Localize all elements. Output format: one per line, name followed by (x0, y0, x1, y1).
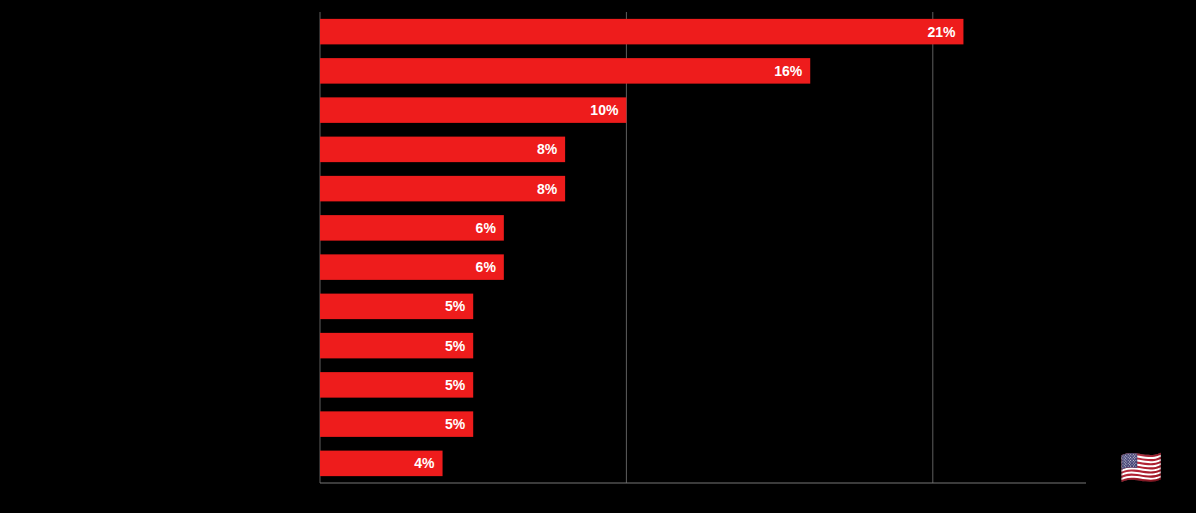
bar (320, 215, 504, 241)
bar (320, 97, 626, 123)
bar (320, 294, 473, 320)
bar (320, 58, 810, 84)
background (0, 0, 1196, 513)
bar (320, 176, 565, 202)
data-label: 6% (476, 259, 497, 275)
data-label: 8% (537, 181, 558, 197)
bar (320, 19, 963, 45)
data-label: 10% (590, 102, 619, 118)
chart-svg: 21% 16% 10% 8% 8% 6% 6% 5% 5% 5% 5% 4% 🇺🇸 (0, 0, 1196, 513)
data-label: 5% (445, 416, 466, 432)
data-label: 16% (774, 63, 803, 79)
bar (320, 254, 504, 280)
x-axis-line (320, 483, 1086, 484)
data-label: 21% (927, 24, 956, 40)
grid (320, 12, 933, 483)
data-label: 5% (445, 377, 466, 393)
data-label: 4% (414, 455, 435, 471)
bar (320, 411, 473, 437)
chart-container: 21% 16% 10% 8% 8% 6% 6% 5% 5% 5% 5% 4% 🇺🇸 (0, 0, 1196, 513)
annotation: 🇺🇸 (1120, 447, 1162, 487)
data-labels: 21% 16% 10% 8% 8% 6% 6% 5% 5% 5% 5% 4% (414, 24, 956, 472)
data-label: 5% (445, 298, 466, 314)
grid-line (932, 12, 933, 483)
data-label: 8% (537, 141, 558, 157)
bar (320, 451, 443, 477)
bar (320, 137, 565, 163)
data-label: 6% (476, 220, 497, 236)
bar (320, 333, 473, 359)
bar (320, 372, 473, 398)
bars (320, 19, 963, 476)
data-label: 5% (445, 338, 466, 354)
